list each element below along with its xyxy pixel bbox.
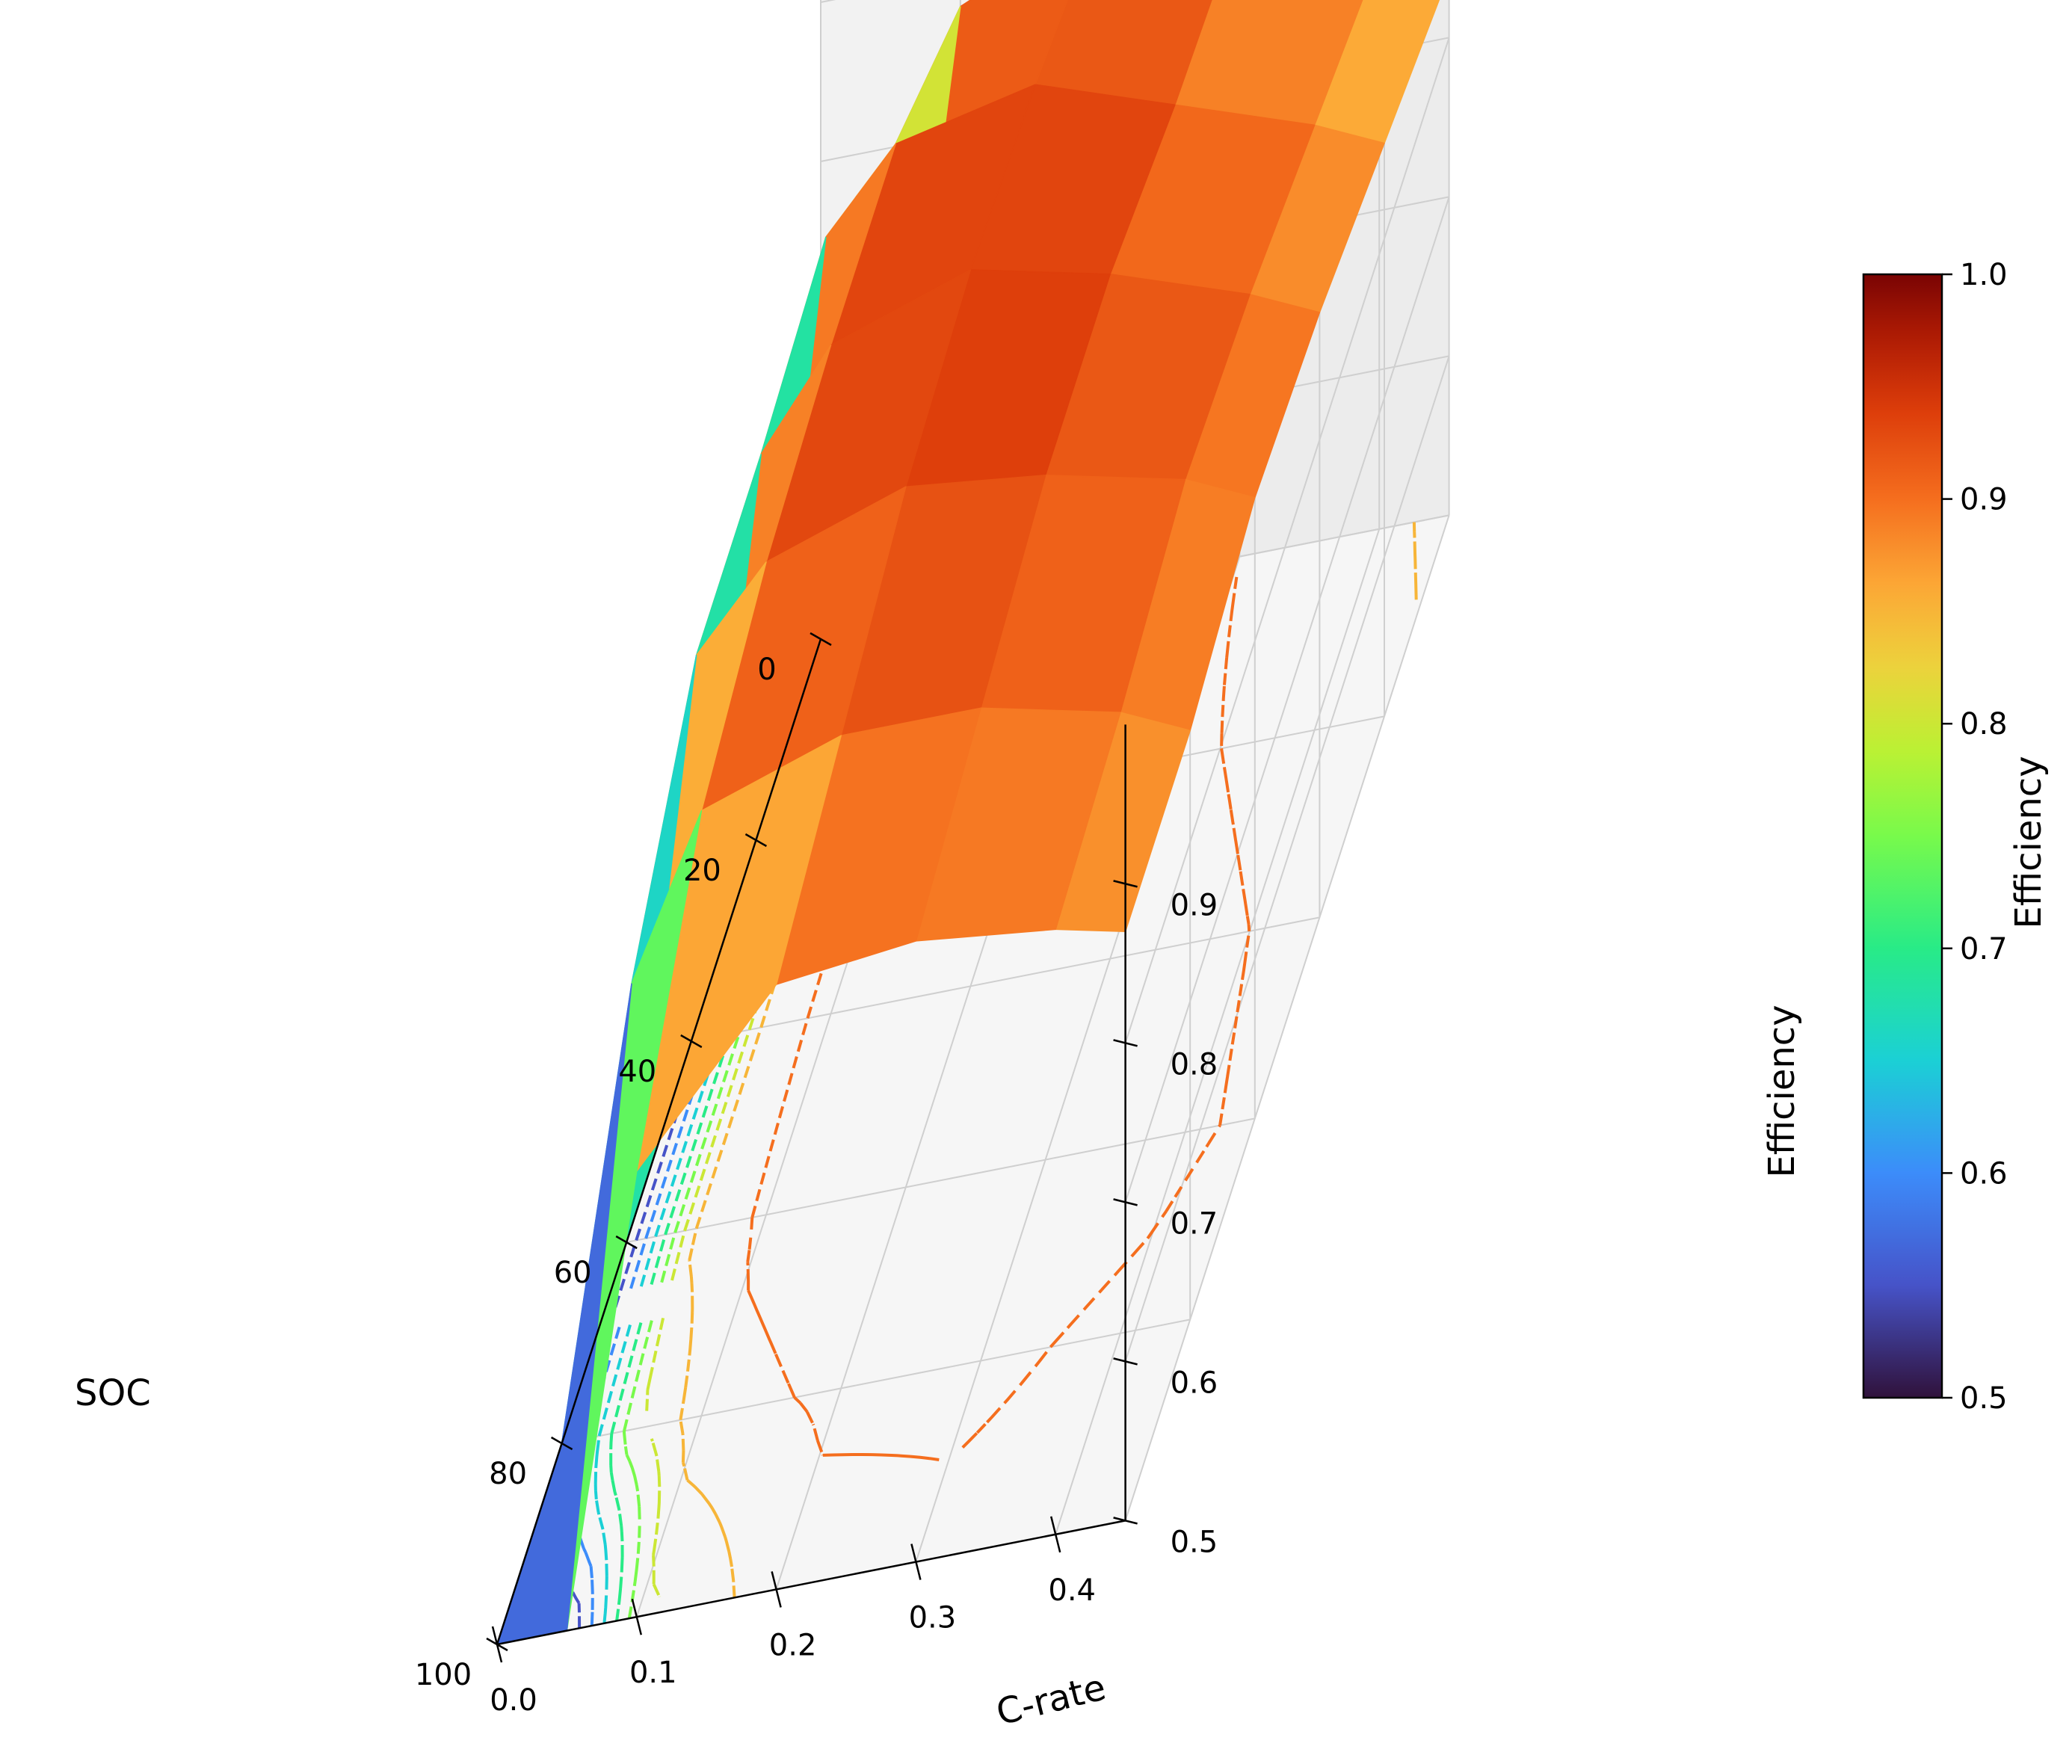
colorbar-tick-label: 0.9: [1960, 483, 2008, 517]
tick-labels: 0 20 40 60 80 100 0.0 0.1 0.2 0.3 0.4 0.5 0.6 0.7 0.8 0…: [415, 653, 1218, 1718]
soc-tick-mark: [744, 833, 768, 848]
crate-tick-label: 0.3: [909, 1601, 957, 1635]
floor-pane: [497, 515, 1449, 1644]
colorbar-tick-label: 0.7: [1960, 932, 2008, 966]
soc-tick-label: 80: [489, 1457, 527, 1491]
side-grid-eff: [1124, 37, 1450, 1043]
efficiency-tick-label: 0.9: [1171, 888, 1218, 922]
soc-tick-mark: [810, 632, 832, 647]
efficiency-tick-label: 0.8: [1171, 1047, 1218, 1082]
crate-tick-label: 0.1: [629, 1656, 677, 1690]
crate-tick-mark: [1049, 1516, 1061, 1553]
colorbar-label: Efficiency: [2008, 756, 2050, 928]
soc-tick-label: 60: [554, 1256, 592, 1290]
x-axis-title: SOC: [75, 1372, 151, 1414]
floor-grid-soc: [626, 1117, 1255, 1243]
colorbar-tick-label: 0.5: [1960, 1381, 2008, 1416]
crate-tick-mark: [771, 1571, 782, 1608]
side-grid-eff: [1124, 197, 1450, 1203]
efficiency-tick-mark: [1113, 1517, 1138, 1525]
colorbar: 0.5 0.6 0.7 0.8 0.9 1.0: [1862, 258, 2008, 1416]
floor-grid-soc: [691, 916, 1320, 1042]
floor-grid-soc: [561, 1319, 1191, 1444]
crate-tick-mark: [910, 1544, 922, 1580]
efficiency-tick-label: 0.6: [1171, 1366, 1218, 1400]
z-axis-title: Efficiency: [1761, 1005, 1803, 1177]
crate-tick-mark: [491, 1626, 503, 1663]
floor-grid-crate: [1055, 528, 1381, 1535]
efficiency-tick-mark: [1113, 1039, 1138, 1047]
efficiency-tick-mark: [1113, 880, 1138, 888]
efficiency-tick-mark: [1113, 1198, 1138, 1206]
efficiency-tick-mark: [1113, 1357, 1138, 1366]
axis-lines: [486, 632, 1138, 1663]
soc-tick-label: 20: [683, 854, 721, 888]
soc-tick-label: 40: [618, 1055, 656, 1089]
colorbar-tick-label: 1.0: [1960, 258, 2008, 292]
soc-tick-mark: [615, 1235, 638, 1250]
soc-tick-label: 0: [757, 653, 776, 687]
colorbar-tick-label: 0.8: [1960, 707, 2008, 741]
crate-tick-label: 0.2: [769, 1628, 817, 1662]
efficiency-surface: [496, 0, 1440, 1645]
colorbar-tick-label: 0.6: [1960, 1156, 2008, 1191]
efficiency-tick-label: 0.7: [1171, 1206, 1218, 1241]
side-grid-eff: [1124, 356, 1450, 1362]
side-grid-eff: [1124, 515, 1450, 1521]
efficiency-tick-label: 0.5: [1171, 1525, 1218, 1559]
colorbar-bar: [1862, 273, 1943, 1399]
crate-tick-label: 0.0: [490, 1683, 537, 1718]
crate-axis-line: [496, 1520, 1126, 1646]
crate-tick-mark: [631, 1598, 643, 1635]
soc-axis-line: [496, 638, 822, 1645]
soc-tick-label: 100: [415, 1658, 472, 1692]
soc-tick-mark: [680, 1034, 703, 1049]
crate-tick-label: 0.4: [1048, 1573, 1096, 1608]
soc-tick-mark: [550, 1436, 573, 1451]
y-axis-title: C-rate: [992, 1666, 1109, 1733]
